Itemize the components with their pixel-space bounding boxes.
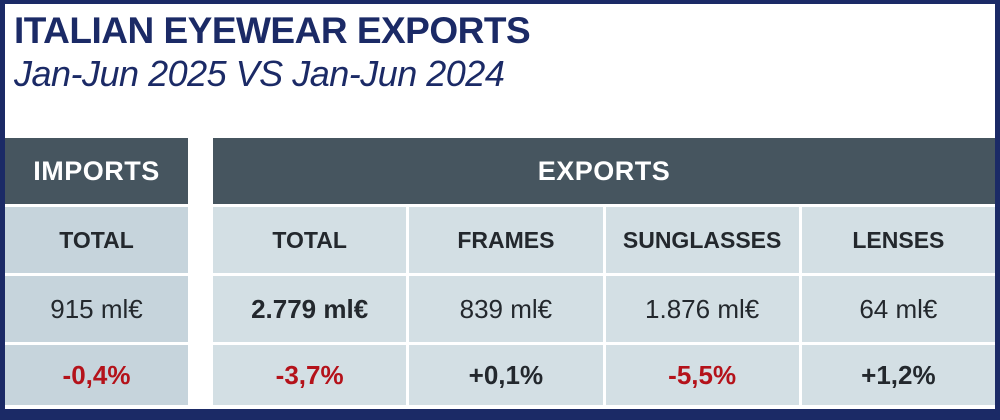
tables-area: IMPORTS TOTAL 915 ml€ -0,4% EXPORTS TOTA…	[5, 138, 995, 405]
exports-column-header-sunglasses: SUNGLASSES	[605, 207, 799, 273]
imports-total-change: -0,4%	[5, 345, 188, 405]
exports-total-change: -3,7%	[213, 345, 407, 405]
imports-total-value: 915 ml€	[5, 276, 188, 342]
page-title: ITALIAN EYEWEAR EXPORTS	[14, 10, 531, 51]
exports-table-body: TOTAL FRAMES SUNGLASSES LENSES 2.779 ml€…	[213, 207, 995, 405]
exports-sunglasses-value: 1.876 ml€	[605, 276, 799, 342]
exports-sunglasses-change: -5,5%	[605, 345, 799, 405]
imports-table-header: IMPORTS	[5, 138, 188, 204]
imports-table: IMPORTS TOTAL 915 ml€ -0,4%	[5, 138, 188, 405]
exports-frames-value: 839 ml€	[409, 276, 603, 342]
exports-column-header-total: TOTAL	[213, 207, 407, 273]
imports-table-body: TOTAL 915 ml€ -0,4%	[5, 207, 188, 405]
exports-column-header-frames: FRAMES	[409, 207, 603, 273]
title-block: ITALIAN EYEWEAR EXPORTS Jan-Jun 2025 VS …	[5, 4, 995, 138]
exports-frames-change: +0,1%	[409, 345, 603, 405]
exports-column-header-lenses: LENSES	[801, 207, 995, 273]
exports-lenses-change: +1,2%	[801, 345, 995, 405]
imports-column-header-total: TOTAL	[5, 207, 188, 273]
exports-lenses-value: 64 ml€	[801, 276, 995, 342]
exports-table-header: EXPORTS	[213, 138, 995, 204]
exports-total-value: 2.779 ml€	[213, 276, 407, 342]
exports-table: EXPORTS TOTAL FRAMES SUNGLASSES LENSES 2…	[213, 138, 995, 405]
page-subtitle: Jan-Jun 2025 VS Jan-Jun 2024	[14, 52, 505, 94]
